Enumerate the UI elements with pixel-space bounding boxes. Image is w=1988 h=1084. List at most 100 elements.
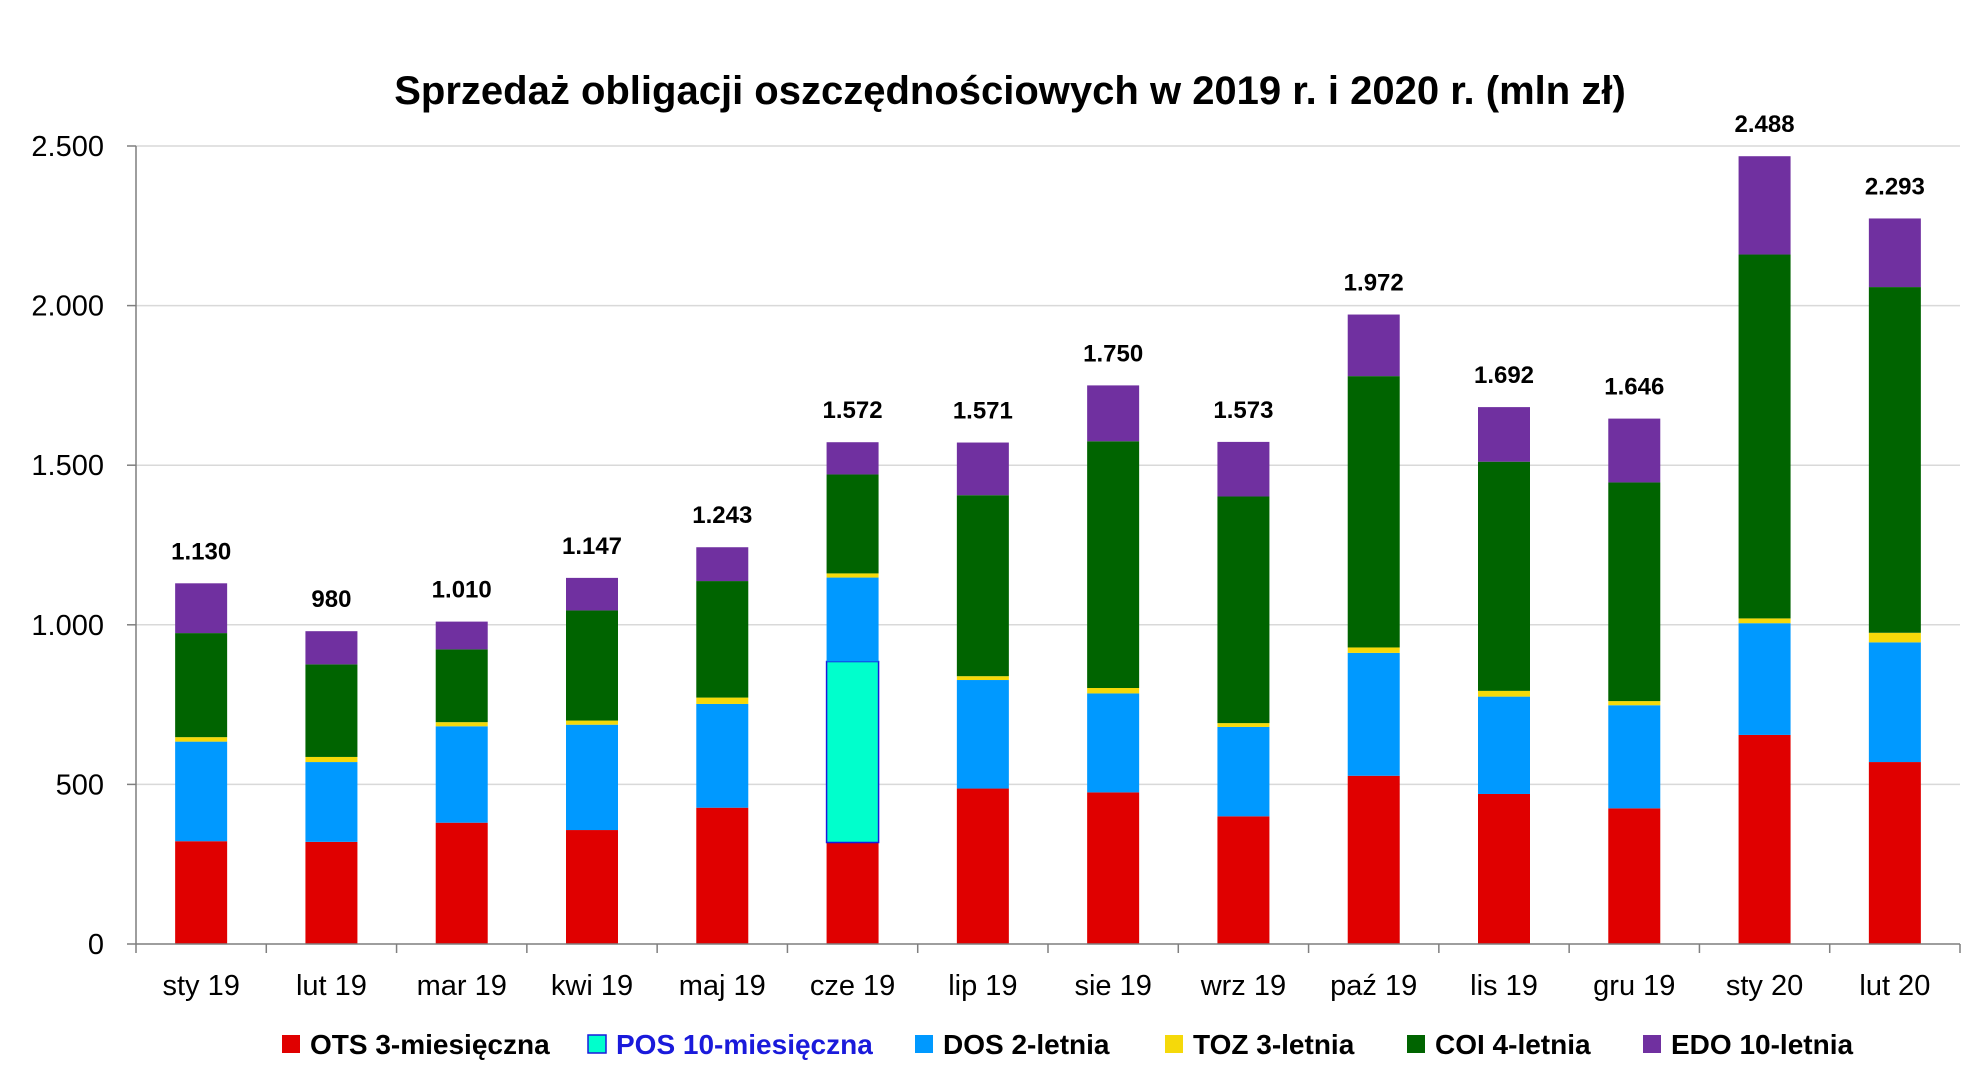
bar-segment bbox=[1738, 734, 1791, 944]
bar-segment bbox=[1478, 461, 1530, 691]
bar-segment bbox=[175, 841, 228, 944]
bar-segment bbox=[305, 664, 358, 757]
x-tick-label: lip 19 bbox=[948, 970, 1017, 1002]
bar-segment bbox=[305, 762, 358, 842]
bar-segment bbox=[175, 583, 228, 634]
total-label: 1.147 bbox=[562, 533, 622, 560]
y-tick-label: 2.500 bbox=[31, 131, 104, 163]
y-tick-label: 0 bbox=[88, 929, 104, 961]
bar-segment bbox=[435, 726, 488, 823]
bar-segment bbox=[435, 722, 488, 727]
bar-segment bbox=[566, 577, 618, 611]
x-tick-label: sty 20 bbox=[1726, 970, 1803, 1002]
bar-segment bbox=[1738, 254, 1791, 619]
bar-segment bbox=[1738, 618, 1791, 624]
bar-segment bbox=[826, 573, 879, 578]
x-tick-label: gru 19 bbox=[1593, 970, 1675, 1002]
bar-segment bbox=[826, 442, 879, 475]
bar-segment bbox=[1868, 762, 1921, 944]
bar-segment bbox=[956, 495, 1009, 677]
legend-swatch bbox=[587, 1034, 607, 1054]
x-tick-label: paź 19 bbox=[1330, 970, 1417, 1002]
bar-segment bbox=[696, 807, 749, 944]
x-axis: sty 19 lut 19 mar 19 kwi 19 maj 19 cze 19 lip … bbox=[135, 943, 1961, 1002]
bar-segment bbox=[1347, 647, 1400, 653]
total-label: 980 bbox=[311, 586, 351, 613]
y-axis: 0 500 1.000 1.500 2.000 2.500 bbox=[31, 131, 137, 961]
bar-segment bbox=[696, 581, 749, 698]
chart-title: Sprzedaż obligacji oszczędnościowych w 2… bbox=[394, 69, 1626, 113]
x-tick-label: kwi 19 bbox=[551, 970, 633, 1002]
bar-segment bbox=[1608, 705, 1661, 809]
bar-segment bbox=[696, 697, 749, 704]
legend-label: TOZ 3-letnia bbox=[1193, 1029, 1355, 1060]
bar-segment bbox=[1868, 642, 1921, 763]
bar-segment bbox=[1217, 726, 1270, 817]
legend-item: DOS 2-letnia bbox=[915, 1029, 1110, 1060]
bar-segment bbox=[1868, 218, 1921, 288]
legend-swatch bbox=[1407, 1035, 1425, 1053]
bar-segment bbox=[1478, 690, 1530, 697]
bar-segment bbox=[1868, 632, 1921, 643]
bars bbox=[175, 156, 1921, 944]
bar-segment bbox=[566, 724, 618, 831]
bar-segment bbox=[1868, 287, 1921, 633]
bar-segment bbox=[305, 756, 358, 763]
total-label: 1.010 bbox=[432, 577, 492, 604]
bar-segment bbox=[1347, 376, 1400, 648]
bar-segment bbox=[1608, 808, 1661, 944]
bar-segment bbox=[1478, 793, 1530, 944]
bar-segment bbox=[1217, 723, 1270, 727]
total-label: 1.972 bbox=[1344, 270, 1404, 297]
legend-item: POS 10-miesięczna bbox=[587, 1029, 873, 1060]
y-tick-label: 1.000 bbox=[31, 610, 104, 642]
bar-segment bbox=[1347, 652, 1400, 776]
bar-segment bbox=[1087, 688, 1140, 694]
y-tick-label: 1.500 bbox=[31, 450, 104, 482]
bar-segment bbox=[956, 788, 1009, 944]
x-tick-label: lut 19 bbox=[296, 970, 367, 1002]
total-label: 1.646 bbox=[1604, 374, 1664, 401]
x-tick-label: lis 19 bbox=[1470, 970, 1538, 1002]
total-labels: 1.130 980 1.010 1.147 1.243 1.572 1.571 1.750 1.… bbox=[171, 111, 1925, 613]
total-label: 1.243 bbox=[692, 502, 752, 529]
total-label: 1.572 bbox=[823, 397, 883, 424]
x-tick-label: wrz 19 bbox=[1200, 970, 1286, 1002]
bar-segment bbox=[435, 649, 488, 723]
legend-swatch bbox=[282, 1035, 300, 1053]
legend-swatch bbox=[1165, 1035, 1183, 1053]
bar-segment bbox=[1478, 407, 1530, 462]
total-label: 1.130 bbox=[171, 538, 231, 565]
total-label: 2.488 bbox=[1735, 111, 1795, 138]
legend-swatch bbox=[1643, 1035, 1661, 1053]
bar-segment bbox=[305, 841, 358, 944]
bar-segment bbox=[826, 474, 879, 574]
total-label: 1.573 bbox=[1213, 397, 1273, 424]
gridlines bbox=[136, 145, 1960, 786]
bar-segment bbox=[1087, 441, 1140, 689]
bar-segment bbox=[1608, 482, 1661, 702]
legend-label: COI 4-letnia bbox=[1435, 1029, 1591, 1060]
legend-label: DOS 2-letnia bbox=[943, 1029, 1110, 1060]
bar-segment bbox=[1087, 792, 1140, 944]
x-tick-label: maj 19 bbox=[679, 970, 766, 1002]
x-tick-label: mar 19 bbox=[417, 970, 507, 1002]
total-label: 1.750 bbox=[1083, 340, 1143, 367]
x-tick-label: cze 19 bbox=[810, 970, 895, 1002]
bar-segment bbox=[566, 610, 618, 721]
bar-segment bbox=[1087, 693, 1140, 793]
bar-segment bbox=[1608, 418, 1661, 483]
bar-segment bbox=[1478, 696, 1530, 794]
legend-item: COI 4-letnia bbox=[1407, 1029, 1591, 1060]
bar-segment bbox=[566, 830, 618, 944]
legend-item: EDO 10-letnia bbox=[1643, 1029, 1853, 1060]
total-label: 1.692 bbox=[1474, 362, 1534, 389]
bar-segment bbox=[956, 676, 1009, 681]
total-label: 2.293 bbox=[1865, 173, 1925, 200]
bar-segment bbox=[1738, 156, 1791, 255]
bar-segment bbox=[175, 737, 228, 742]
bar-segment bbox=[956, 442, 1009, 496]
bar-segment bbox=[1217, 496, 1270, 724]
x-tick-label: lut 20 bbox=[1859, 970, 1930, 1002]
